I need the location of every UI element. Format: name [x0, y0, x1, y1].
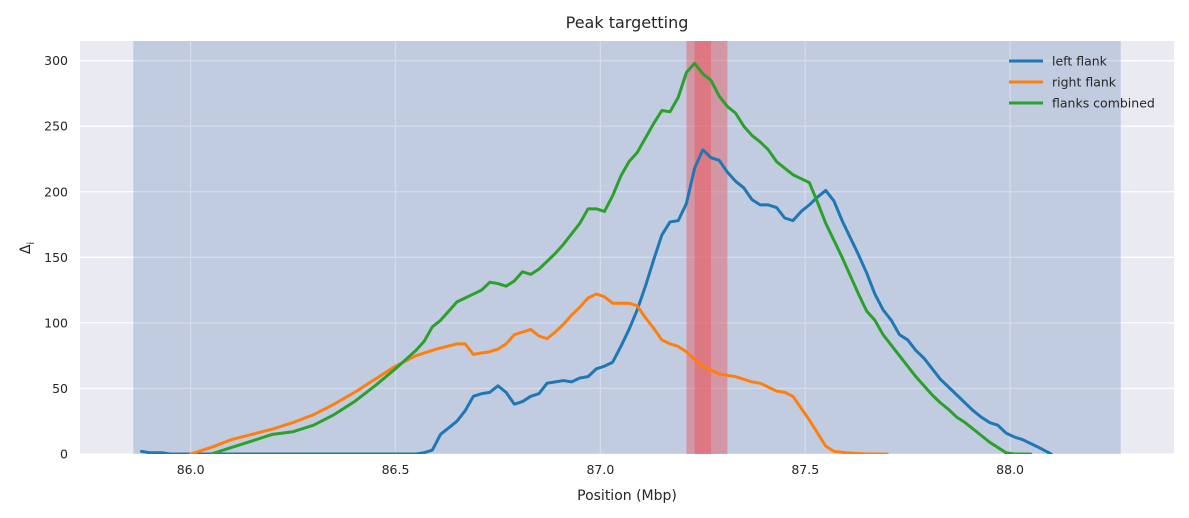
series-line-left-flank — [139, 148, 1053, 454]
y-tick-label: 150 — [44, 250, 68, 265]
legend-label: flanks combined — [1052, 96, 1155, 111]
y-tick-label: 300 — [44, 53, 68, 68]
y-tick-label: 100 — [44, 315, 68, 330]
y-axis-ticks: 0 50 100 150 200 250 300 — [44, 53, 68, 461]
highlight-band-2 — [694, 41, 711, 454]
x-tick-label: 86.5 — [382, 462, 410, 477]
y-tick-label: 250 — [44, 119, 68, 134]
chart-title: Peak targetting — [566, 13, 689, 32]
series-lines — [139, 61, 1053, 454]
y-axis-label-main: Δ — [18, 244, 34, 254]
y-tick-label: 200 — [44, 184, 68, 199]
x-axis-ticks: 86.0 86.5 87.0 87.5 88.0 — [177, 462, 1024, 477]
highlight-band-0 — [133, 41, 1121, 454]
legend: left flank right flank flanks combined — [1009, 54, 1155, 111]
x-tick-label: 87.0 — [586, 462, 614, 477]
y-axis-label-subscript: i — [26, 242, 37, 245]
highlight-band-1 — [686, 41, 728, 454]
y-tick-label: 0 — [60, 447, 68, 462]
x-tick-label: 88.0 — [996, 462, 1024, 477]
legend-label: right flank — [1052, 75, 1117, 90]
x-tick-label: 86.0 — [177, 462, 205, 477]
x-tick-label: 87.5 — [791, 462, 819, 477]
y-tick-label: 50 — [52, 381, 68, 396]
x-axis-label: Position (Mbp) — [577, 488, 677, 504]
highlight-bands — [133, 41, 1121, 454]
series-line-flanks-combined — [209, 61, 1033, 454]
y-axis-label: Δi — [18, 242, 37, 254]
legend-label: left flank — [1052, 54, 1108, 69]
grid — [80, 41, 1174, 455]
plot-background — [80, 41, 1174, 454]
